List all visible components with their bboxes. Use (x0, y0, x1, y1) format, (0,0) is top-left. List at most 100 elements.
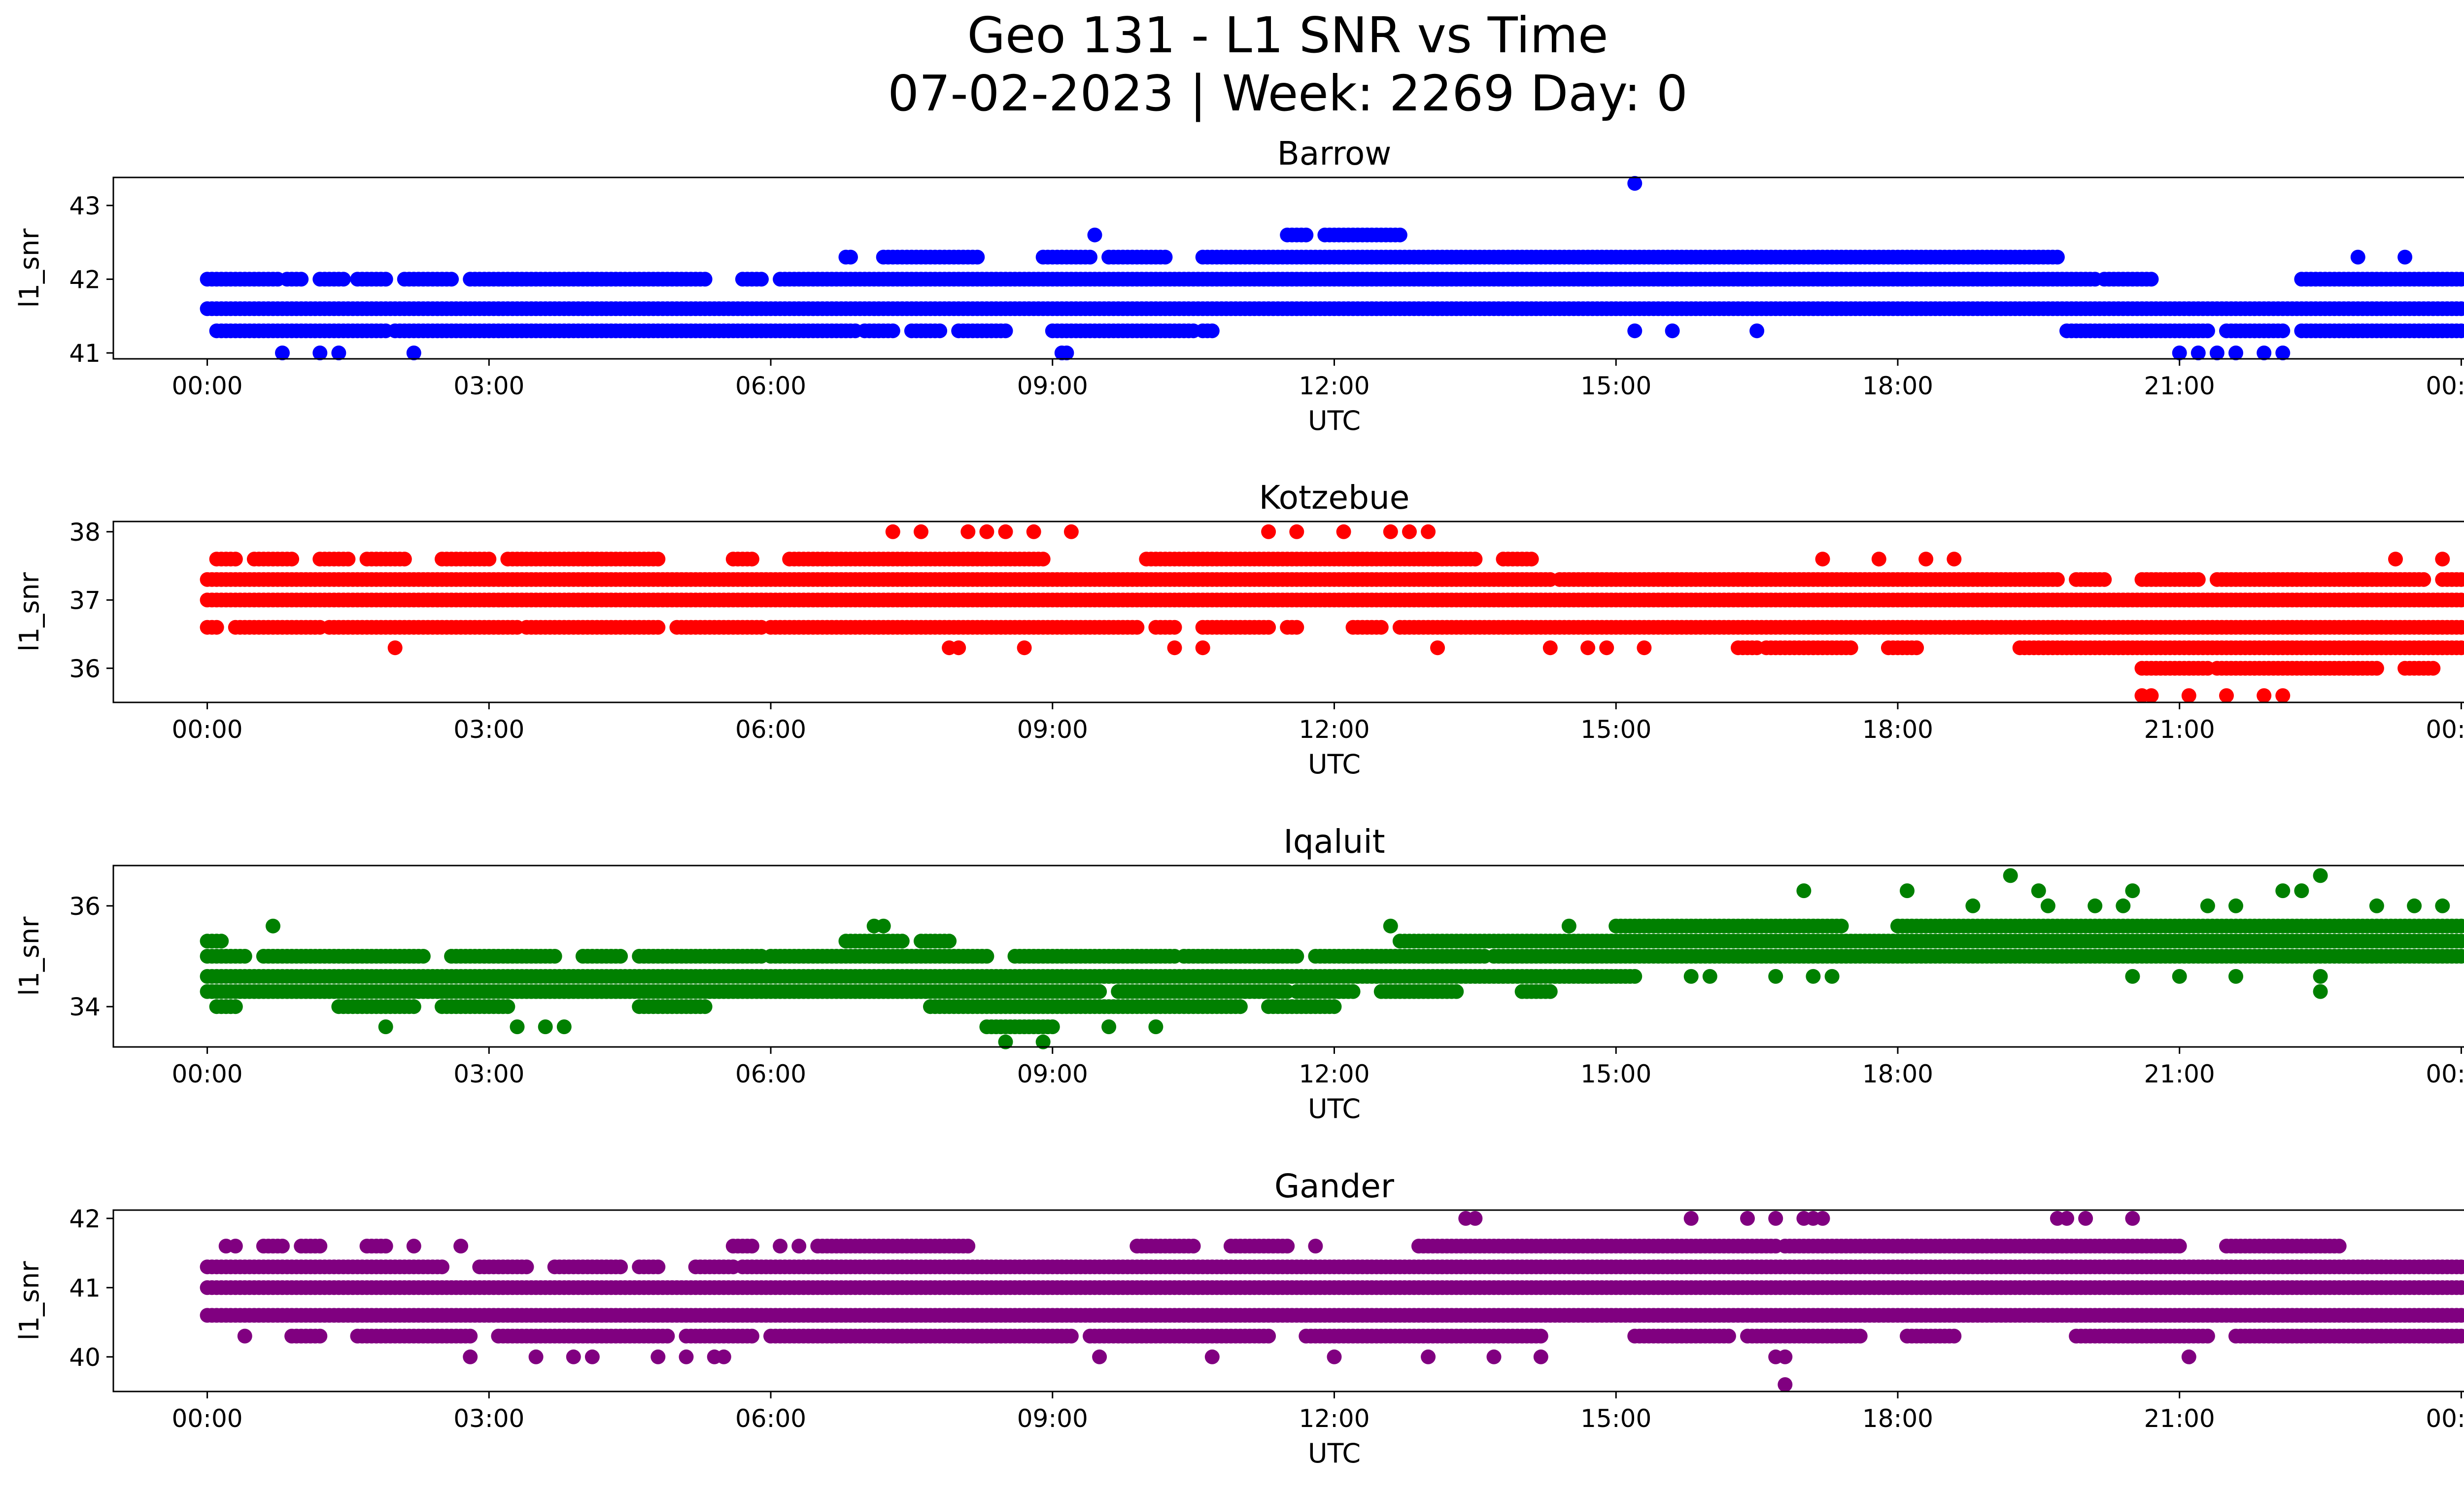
data-point (2116, 898, 2131, 913)
data-point (2435, 552, 2450, 567)
data-point (1637, 640, 1652, 656)
data-point (2407, 898, 2422, 913)
data-point (998, 524, 1013, 539)
x-tick-label: 21:00 (2144, 715, 2215, 744)
data-point (2050, 572, 2065, 587)
data-point (294, 272, 309, 287)
x-tick-label: 09:00 (1017, 372, 1088, 400)
data-point (2097, 572, 2112, 587)
y-tick-label: 37 (69, 586, 101, 615)
data-point (1468, 552, 1483, 567)
y-tick-label: 38 (69, 518, 101, 547)
x-tick-label: 06:00 (735, 715, 806, 744)
data-point (415, 949, 431, 964)
data-point (406, 346, 421, 360)
x-tick-label: 06:00 (735, 372, 806, 400)
data-point (1627, 176, 1643, 191)
x-axis-label: UTC (1308, 405, 1361, 436)
data-point (1261, 620, 1276, 635)
data-point (744, 552, 759, 567)
x-tick-label: 09:00 (1017, 715, 1088, 744)
data-point (2088, 898, 2103, 913)
data-point (510, 1019, 525, 1035)
data-point (2313, 984, 2328, 999)
data-point (885, 323, 900, 339)
data-point (1665, 323, 1680, 339)
data-point (650, 620, 666, 635)
data-point (2209, 346, 2224, 360)
data-point (2275, 688, 2291, 703)
data-point (998, 323, 1013, 339)
axes-frame (112, 521, 2464, 703)
data-point (1900, 883, 1915, 899)
x-axis-label: UTC (1308, 1093, 1361, 1124)
data-point (1561, 918, 1576, 934)
x-tick-label: 21:00 (2144, 1060, 2215, 1088)
data-point (697, 999, 713, 1014)
x-tick-label: 12:00 (1299, 372, 1369, 400)
data-point (2454, 323, 2464, 339)
data-point (2003, 868, 2018, 883)
data-point (387, 640, 403, 656)
data-point (547, 949, 562, 964)
data-point (1045, 1019, 1060, 1035)
data-point (1289, 524, 1304, 539)
data-point (331, 346, 346, 360)
data-point (378, 272, 393, 287)
data-point (1336, 524, 1351, 539)
data-point (341, 552, 356, 567)
data-point (2228, 898, 2243, 913)
data-points (200, 524, 2464, 703)
data-point (1947, 552, 1962, 567)
data-point (2200, 898, 2215, 913)
data-point (2228, 969, 2243, 984)
data-point (1327, 999, 1342, 1014)
data-points (200, 176, 2464, 360)
data-point (1158, 249, 1173, 265)
x-tick-label: 03:00 (453, 715, 524, 744)
data-point (1599, 640, 1614, 656)
data-point (1167, 620, 1182, 635)
subplot-title: Kotzebue (1259, 479, 1410, 517)
data-point (1092, 984, 1107, 999)
data-point (2313, 969, 2328, 984)
data-point (228, 552, 243, 567)
data-point (1627, 969, 1643, 984)
data-point (1345, 984, 1361, 999)
subplot-title: Iqaluit (1283, 823, 1385, 861)
data-point (1449, 984, 1464, 999)
x-tick-label: 21:00 (2144, 372, 2215, 400)
data-point (1195, 640, 1210, 656)
data-point (214, 934, 229, 949)
data-point (2313, 868, 2328, 883)
data-point (2200, 323, 2215, 339)
data-point (2388, 552, 2403, 567)
data-points (200, 868, 2464, 1049)
data-point (1035, 552, 1051, 567)
data-point (2454, 301, 2464, 316)
data-point (1289, 949, 1304, 964)
data-point (1148, 1019, 1164, 1035)
data-point (2369, 898, 2384, 913)
data-point (613, 949, 628, 964)
x-tick-label: 15:00 (1580, 372, 1651, 400)
figure-title-line-2: 07-02-2023 | Week: 2269 Day: 0 (888, 65, 1688, 122)
figure-title-line-1: Geo 131 - L1 SNR vs Time (967, 6, 1608, 64)
data-point (538, 1019, 553, 1035)
data-point (1063, 524, 1079, 539)
data-point (1402, 524, 1417, 539)
data-point (556, 1019, 572, 1035)
data-point (406, 999, 421, 1014)
data-point (2294, 883, 2309, 899)
y-tick-label: 36 (69, 892, 101, 921)
data-point (1796, 883, 1812, 899)
data-point (650, 552, 666, 567)
data-point (932, 323, 948, 339)
x-tick-label: 03:00 (453, 372, 524, 400)
data-point (1524, 552, 1539, 567)
data-point (970, 249, 985, 265)
data-point (754, 272, 769, 287)
data-point (1815, 552, 1830, 567)
